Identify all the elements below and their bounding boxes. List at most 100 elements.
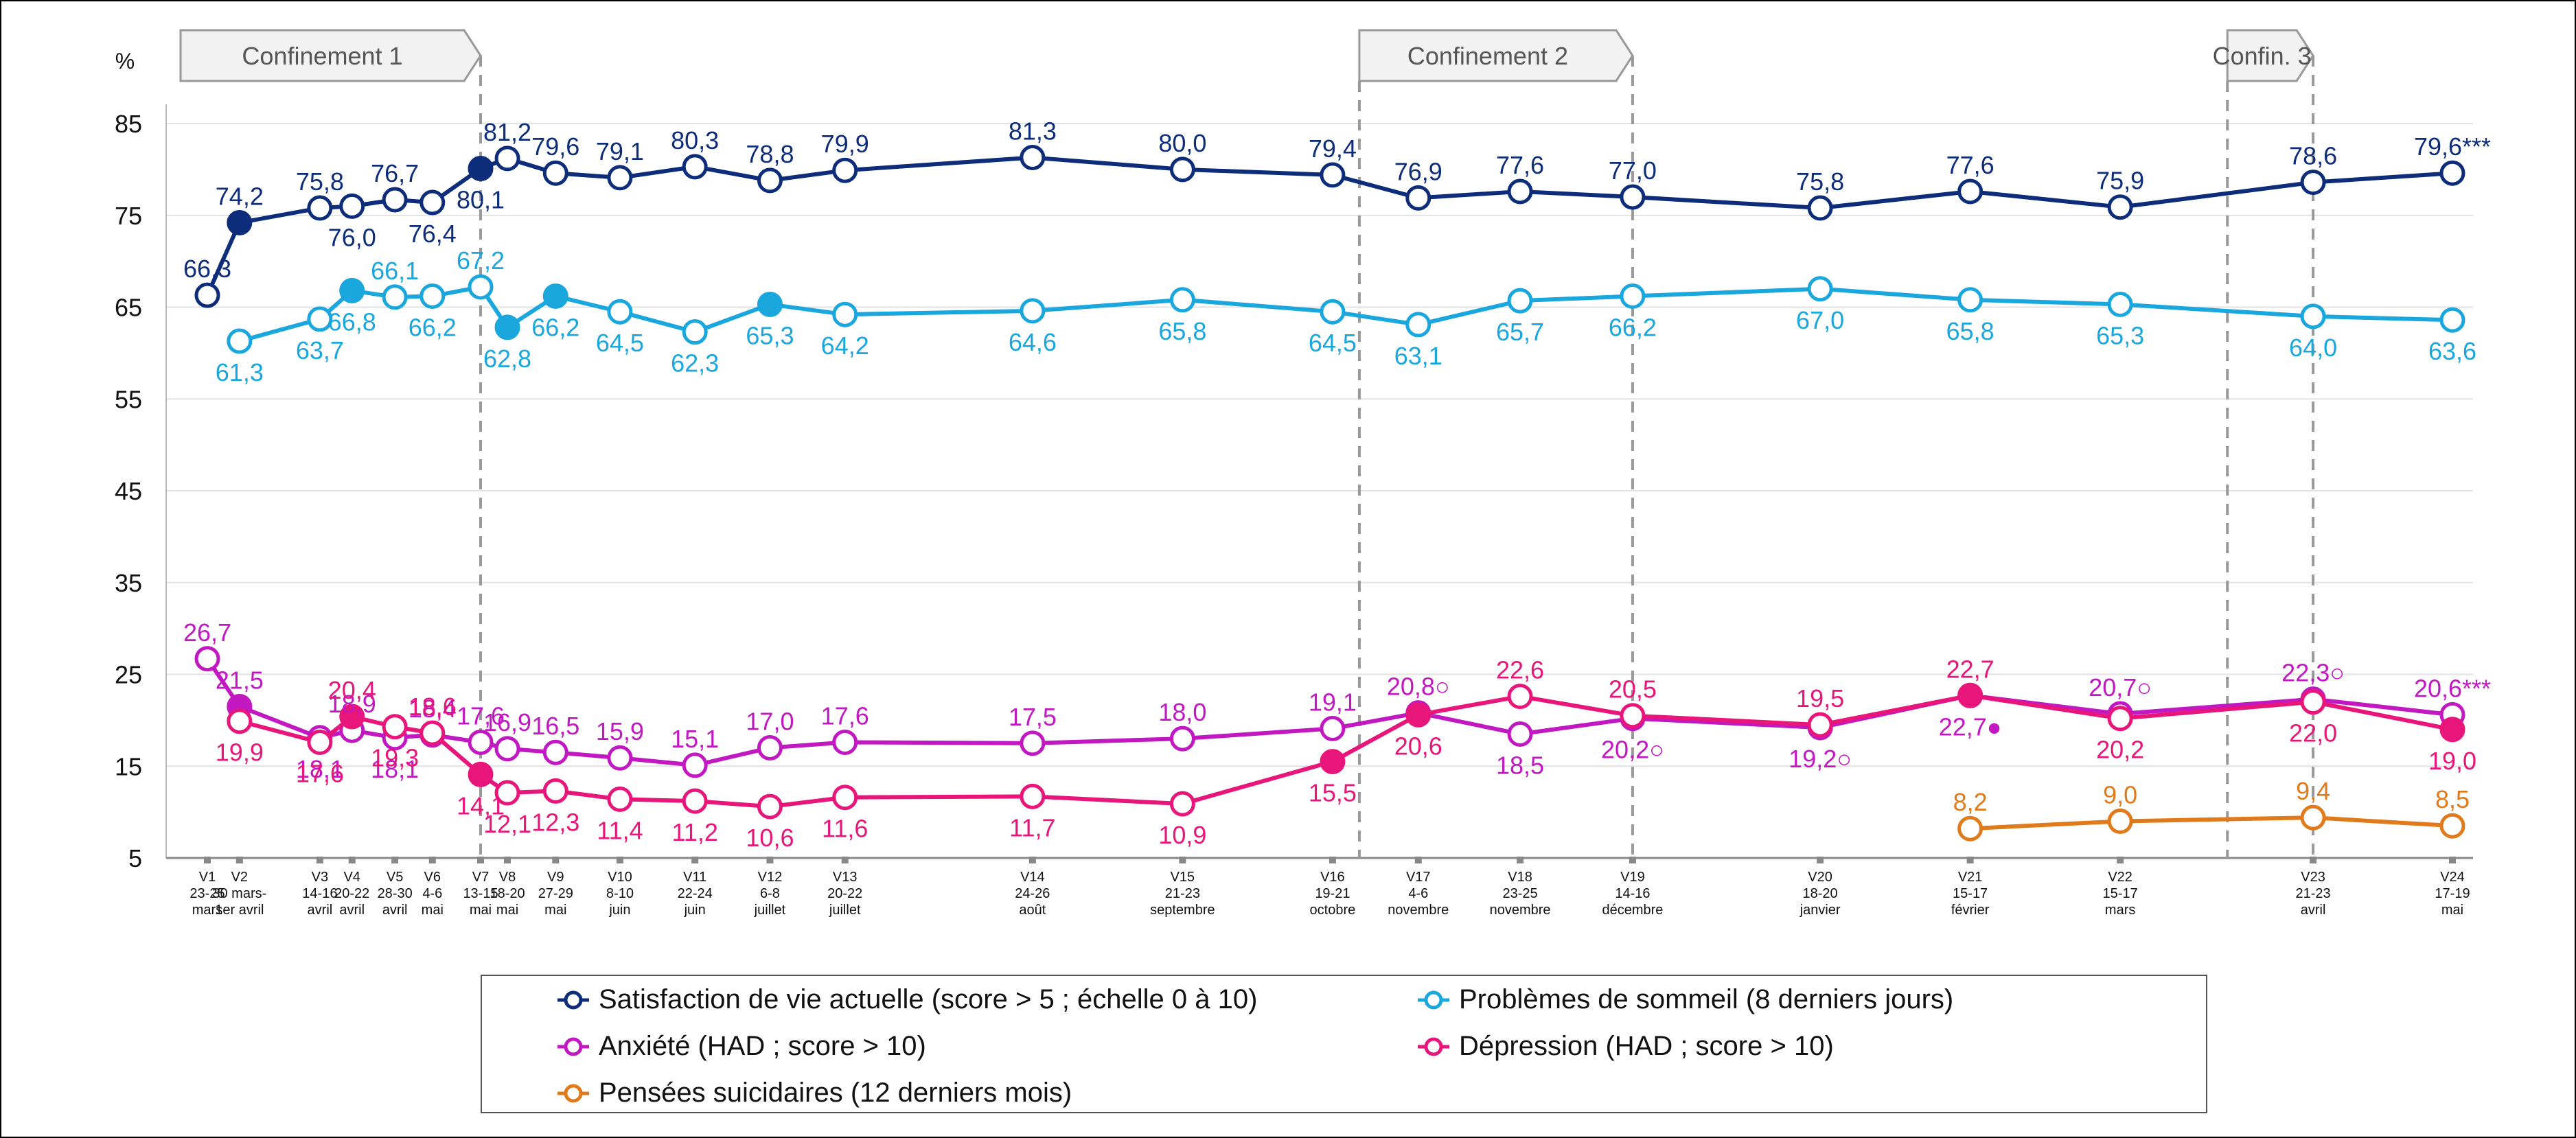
data-point [1957, 287, 1983, 313]
x-tick-month: août [1019, 903, 1046, 918]
x-tick-wave: V4 [343, 870, 360, 885]
lockdown-label: Confin. 3 [2213, 42, 2312, 70]
data-label: 66,2 [409, 313, 457, 341]
data-point [419, 189, 446, 216]
data-point [542, 778, 568, 804]
data-label: 18,0 [1158, 698, 1206, 726]
legend-label-sommeil: Problèmes de sommeil (8 derniers jours) [1459, 984, 1954, 1014]
data-label: 10,9 [1158, 821, 1206, 849]
data-label: 22,7 [1946, 655, 1994, 683]
data-label: 8,5 [2435, 785, 2470, 813]
data-point [227, 209, 253, 235]
data-point [607, 745, 633, 771]
x-tick-month: janvier [1799, 903, 1841, 918]
data-label: 26,7 [183, 618, 231, 647]
data-point [307, 306, 333, 332]
data-point [832, 729, 858, 755]
data-label: 61,3 [216, 358, 264, 386]
data-point [1169, 725, 1195, 752]
y-axis-label: % [115, 49, 135, 73]
x-tick-month: mai [2441, 903, 2463, 918]
data-point [307, 195, 333, 221]
data-label: 21,5 [216, 666, 264, 694]
data-label: 17,5 [1009, 703, 1057, 731]
data-point [1507, 684, 1533, 710]
x-tick-wave: V18 [1508, 870, 1532, 885]
x-tick-month: juillet [754, 903, 786, 918]
data-point [1807, 195, 1833, 221]
x-tick-dates: 20-22 [827, 886, 862, 901]
x-tick-month: avril [2301, 903, 2326, 918]
data-point [194, 646, 220, 672]
data-label: 17,0 [746, 708, 794, 736]
data-label: 64,5 [596, 329, 644, 357]
x-tick-wave: V22 [2108, 870, 2132, 885]
lockdown-banner [179, 29, 482, 82]
x-tick-dates: 19-21 [1315, 886, 1350, 901]
data-label: 18,5 [1496, 751, 1544, 779]
x-tick-dates: 28-30 [378, 886, 413, 901]
data-point [2107, 291, 2133, 317]
data-point [194, 282, 220, 308]
data-label: 76,0 [328, 223, 376, 251]
x-tick-mark [2449, 857, 2456, 863]
data-point [419, 720, 446, 746]
legend-item-sommeil: Problèmes de sommeil (8 derniers jours) [1418, 984, 1953, 1015]
x-tick-wave: V23 [2301, 870, 2325, 885]
data-label: 62,8 [483, 345, 531, 373]
x-tick-mark [766, 857, 774, 863]
data-label: 11,4 [597, 816, 643, 844]
x-tick-dates: 15-17 [2103, 886, 2138, 901]
x-tick-month: avril [308, 903, 333, 918]
x-tick-month: juillet [829, 903, 861, 918]
data-point [2300, 689, 2326, 715]
data-label: 16,5 [531, 712, 579, 740]
lockdown-banner [2226, 29, 2314, 82]
x-tick-month: mai [422, 903, 444, 918]
y-tick-label: 85 [115, 110, 142, 138]
data-point [2107, 194, 2133, 220]
data-label: 79,1 [596, 137, 644, 165]
data-point [2439, 813, 2465, 839]
legend-item-suicide: Pensées suicidaires (12 derniers mois) [557, 1078, 1072, 1108]
data-label: 78,8 [746, 140, 794, 168]
y-tick-label: 55 [115, 385, 142, 413]
data-label: 65,8 [1946, 317, 1994, 345]
data-point [542, 283, 568, 309]
x-tick-month: juin [684, 903, 706, 918]
data-label: 18,1 [296, 755, 344, 783]
data-label: 20,7○ [2089, 673, 2152, 701]
data-point [339, 704, 365, 730]
data-label: 19,2○ [1789, 745, 1852, 773]
data-point [1620, 283, 1646, 309]
x-tick-dates: 14-16 [302, 886, 337, 901]
y-tick-label: 35 [115, 569, 142, 597]
x-tick-dates: 17-19 [2435, 886, 2470, 901]
legend-marker-anxiete [557, 1037, 589, 1056]
lockdown-periods: Confinement 1 Confinement 2 Confin. 3 [179, 29, 2315, 858]
x-tick-dates: 4-6 [422, 886, 442, 901]
data-label: 19,1 [1309, 688, 1357, 716]
x-tick-mark [391, 857, 399, 863]
x-tick-dates: 15-17 [1953, 886, 1988, 901]
y-tick-label: 5 [128, 844, 142, 872]
data-point [2300, 170, 2326, 196]
data-label: 81,2 [483, 118, 531, 146]
data-point [419, 283, 446, 309]
data-point [832, 157, 858, 183]
x-tick-wave: V13 [833, 870, 858, 885]
data-label: 67,0 [1796, 306, 1844, 334]
data-point [1957, 815, 1983, 841]
series-labels-3: 19,9 17,6 20,4 19,3 18,6 14,112,1 12,3 11,4 11,2… [216, 655, 2476, 852]
x-tick-wave: V17 [1406, 870, 1431, 885]
x-tick-wave: V11 [683, 870, 706, 885]
data-point [1020, 783, 1046, 809]
data-point [1405, 701, 1431, 728]
data-point [494, 314, 520, 340]
data-point [468, 156, 494, 182]
data-point [339, 277, 365, 303]
data-point [542, 160, 568, 186]
data-point [1807, 712, 1833, 738]
data-label: 19,5 [1796, 684, 1844, 712]
